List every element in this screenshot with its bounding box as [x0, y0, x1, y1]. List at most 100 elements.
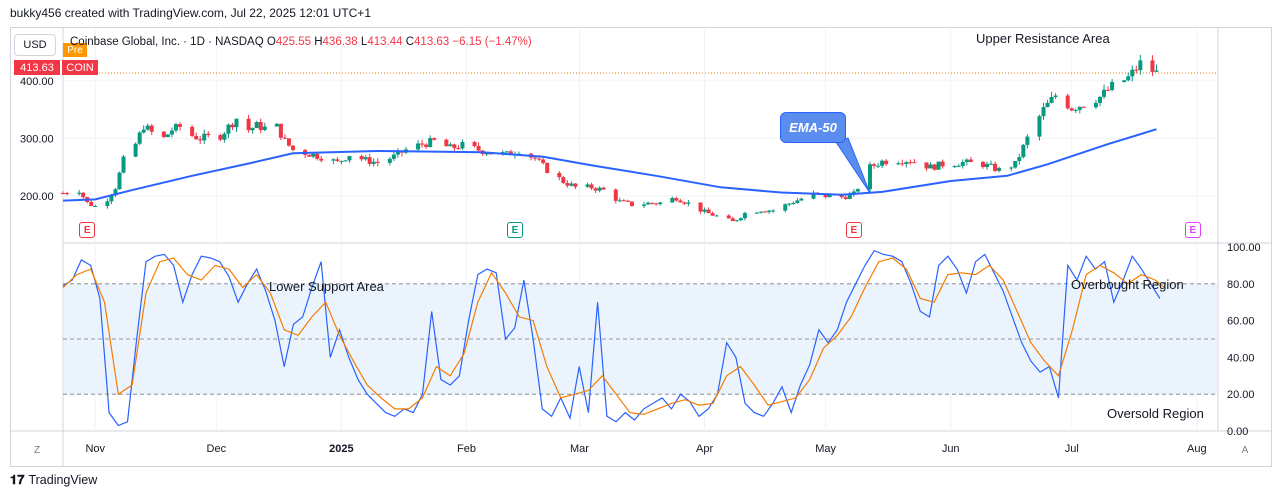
candle-body — [940, 161, 945, 167]
candle-body — [968, 159, 973, 163]
candle-body — [674, 198, 679, 201]
currency-button[interactable]: USD — [14, 34, 56, 56]
candles-group — [61, 54, 1159, 222]
candle-body — [851, 191, 856, 195]
candle-body — [682, 202, 687, 204]
ema50-line — [62, 128, 1157, 202]
candle-body — [597, 187, 602, 191]
candle-body — [1106, 89, 1111, 91]
ema-callout-pointer — [835, 137, 871, 194]
candle-body — [625, 200, 630, 202]
earnings-badge[interactable]: E — [1184, 222, 1201, 238]
candle-body — [997, 167, 1002, 171]
candle-body — [339, 160, 344, 162]
candle-body — [432, 138, 437, 140]
close-value: 413.63 — [414, 36, 450, 48]
candle-body — [206, 133, 211, 136]
candle-body — [250, 128, 255, 131]
last-price-tag: 413.63 — [14, 60, 60, 75]
close-label: C — [405, 36, 415, 48]
candle-body — [569, 183, 574, 186]
earnings-badge[interactable]: E — [506, 222, 523, 238]
candle-body — [456, 148, 461, 150]
chart-credit: bukky456 created with TradingView.com, J… — [10, 6, 371, 20]
candle-body — [484, 153, 489, 155]
ema-callout: EMA-50 — [780, 112, 846, 143]
candle-body — [395, 150, 400, 155]
candle-body — [89, 202, 94, 206]
candle-body — [375, 161, 380, 163]
candle-body — [1102, 89, 1107, 97]
tradingview-logo[interactable]: 𝟏𝟕 TradingView — [10, 472, 97, 488]
open-value: 425.55 — [275, 36, 312, 48]
candle-body — [867, 164, 872, 190]
candle-body — [1013, 160, 1018, 168]
candle-body — [504, 151, 509, 153]
candle-body — [646, 202, 651, 205]
candle-body — [730, 218, 735, 222]
candle-body — [282, 137, 287, 139]
candle-body — [226, 124, 231, 134]
candle-body — [589, 184, 594, 189]
candle-body — [1037, 116, 1042, 137]
chart-frame — [10, 27, 1272, 467]
candle-body — [222, 133, 227, 140]
candle-body — [843, 197, 848, 199]
candle-body — [1065, 95, 1070, 109]
candle-body — [698, 202, 703, 212]
candle-body — [823, 193, 828, 198]
candle-body — [791, 203, 796, 205]
candle-body — [924, 162, 929, 169]
candle-body — [315, 153, 320, 159]
candle-body — [670, 198, 675, 203]
tradingview-brand: TradingView — [28, 473, 98, 487]
candle-body — [1021, 144, 1026, 158]
candle-body — [448, 144, 453, 147]
auto-scale-button[interactable]: A — [1241, 444, 1249, 456]
candle-body — [311, 153, 316, 157]
candle-body — [1045, 102, 1050, 108]
pre-market-badge: Pre — [63, 43, 87, 57]
upper-resistance-label: Upper Resistance Area — [976, 31, 1110, 46]
candle-body — [928, 164, 933, 169]
candle-body — [508, 151, 513, 156]
candle-body — [561, 177, 566, 184]
candle-body — [896, 163, 901, 165]
oscillator-d-line — [62, 257, 1165, 416]
candle-body — [194, 135, 199, 140]
symbol-tag: COIN — [62, 60, 98, 75]
candle-body — [617, 200, 622, 202]
candle-body — [371, 161, 376, 164]
candle-body — [290, 145, 295, 150]
candle-body — [1077, 106, 1082, 110]
candle-body — [872, 164, 877, 166]
candle-body — [274, 123, 279, 127]
candle-body — [149, 125, 154, 132]
candle-body — [202, 133, 207, 141]
candle-body — [783, 204, 788, 211]
candle-body — [178, 124, 183, 127]
low-label: L — [360, 36, 368, 48]
candle-body — [557, 172, 562, 178]
candle-body — [169, 130, 174, 135]
candle-body — [980, 162, 985, 167]
open-label: O — [266, 36, 276, 48]
candle-body — [472, 141, 477, 147]
oscillator-tick-label: 0.00 — [1227, 426, 1248, 438]
time-tick-label: Nov — [85, 443, 105, 455]
candle-body — [763, 211, 768, 213]
candle-body — [93, 205, 98, 207]
candle-body — [117, 172, 122, 190]
earnings-badge[interactable]: E — [79, 222, 96, 238]
zoom-left-button[interactable]: Z — [33, 444, 41, 456]
price-tick-label: 400.00 — [20, 76, 54, 88]
candle-body — [359, 156, 364, 160]
candle-body — [767, 210, 772, 212]
candle-body — [585, 184, 590, 187]
earnings-badge[interactable]: E — [845, 222, 862, 238]
symbol-legend[interactable]: Coinbase Global, Inc. · 1D · NASDAQ O425… — [70, 36, 532, 48]
high-value: 436.38 — [322, 36, 358, 48]
candle-body — [286, 138, 291, 146]
time-tick-label: Apr — [696, 443, 713, 455]
